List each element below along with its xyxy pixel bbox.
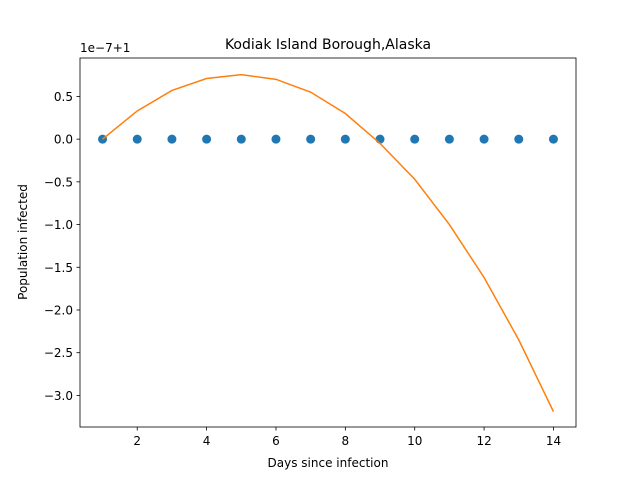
data-point [236, 134, 246, 144]
x-axis-label: Days since infection [268, 456, 389, 470]
y-tick-label: 0.0 [54, 133, 73, 147]
x-tick-label: 10 [407, 434, 422, 448]
y-tick-label: −1.5 [44, 261, 73, 275]
data-point [202, 134, 212, 144]
data-point [306, 134, 316, 144]
x-tick-label: 12 [476, 434, 491, 448]
data-point [375, 134, 385, 144]
series-1-line [102, 73, 555, 412]
data-point [514, 134, 524, 144]
data-point [410, 134, 420, 144]
data-point [271, 134, 281, 144]
data-point [132, 134, 142, 144]
y-tick-label: −3.0 [44, 389, 73, 403]
chart-title: Kodiak Island Borough,Alaska [225, 37, 431, 53]
data-point [444, 134, 454, 144]
y-axis-offset-text: 1e−7+1 [80, 41, 130, 55]
data-point [548, 134, 558, 144]
y-tick-label: −1.0 [44, 218, 73, 232]
x-tick-label: 6 [272, 434, 280, 448]
data-point [479, 134, 489, 144]
y-tick-label: 0.5 [54, 90, 73, 104]
x-tick-label: 4 [203, 434, 211, 448]
y-tick-label: −2.5 [44, 346, 73, 360]
plot-area [98, 73, 558, 412]
x-tick-label: 2 [133, 434, 141, 448]
x-tick-label: 8 [342, 434, 350, 448]
axes-frame [79, 57, 577, 428]
data-point [167, 134, 177, 144]
y-axis-label: Population infected [16, 184, 30, 300]
y-tick-label: −2.0 [44, 303, 73, 317]
y-tick-label: −0.5 [44, 175, 73, 189]
data-point [340, 134, 350, 144]
axes: 2 4 6 8 10 12 14 0.5 0.0 −0.5 −1.0 −1.5 −2.0 −2.5 −3.0 [44, 57, 577, 448]
x-tick-label: 14 [546, 434, 561, 448]
